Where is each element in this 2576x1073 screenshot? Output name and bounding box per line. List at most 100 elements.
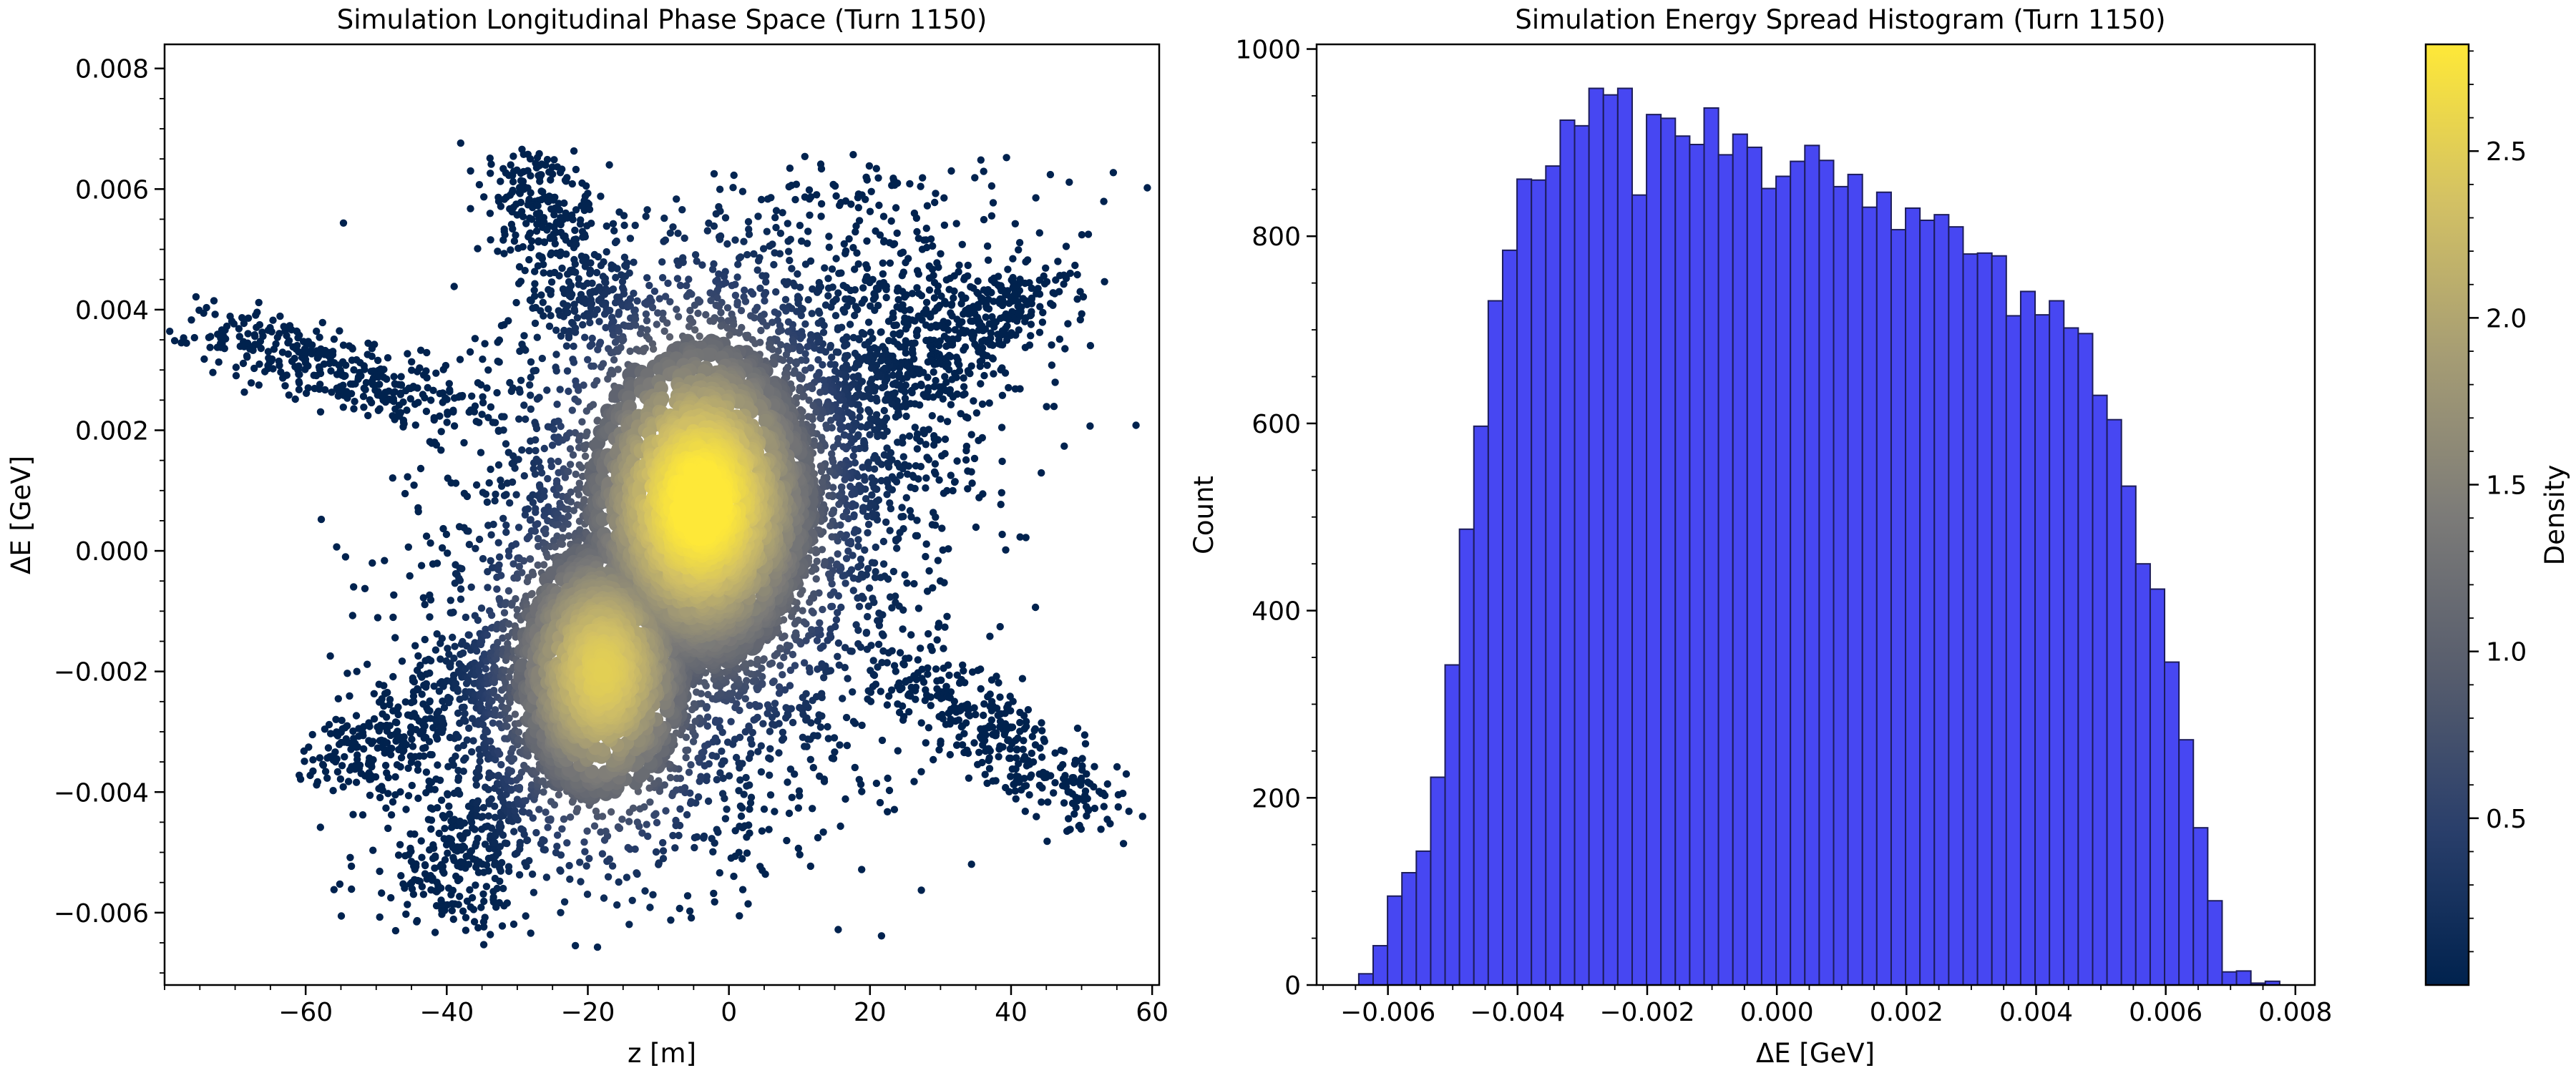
- scatter-point: [529, 571, 537, 579]
- scatter-point: [1113, 763, 1121, 771]
- scatter-point: [730, 171, 738, 180]
- scatter-point: [860, 439, 868, 447]
- scatter-point: [444, 645, 452, 652]
- scatter-point: [454, 709, 462, 717]
- scatter-point: [925, 274, 934, 282]
- scatter-point: [487, 160, 495, 168]
- scatter-point: [770, 260, 778, 269]
- scatter-point: [922, 474, 930, 482]
- scatter-point: [587, 259, 595, 267]
- scatter-point: [1005, 383, 1013, 392]
- scatter-point: [474, 616, 482, 624]
- scatter-point: [986, 632, 994, 640]
- scatter-point: [723, 805, 731, 813]
- scatter-point: [489, 719, 497, 727]
- scatter-point: [476, 751, 484, 759]
- scatter-point: [998, 530, 1006, 539]
- scatter-point: [710, 170, 718, 178]
- scatter-point: [985, 320, 994, 328]
- scatter-point: [997, 423, 1006, 431]
- scatter-point: [938, 452, 946, 460]
- scatter-point: [704, 797, 713, 805]
- scatter-point: [540, 788, 547, 796]
- scatter-point: [251, 333, 259, 340]
- scatter-point: [1038, 318, 1047, 326]
- scatter-point: [983, 361, 991, 369]
- scatter-point: [479, 554, 487, 563]
- scatter-point: [814, 319, 823, 327]
- scatter-point: [851, 763, 859, 772]
- scatter-point: [849, 587, 858, 594]
- scatter-point: [759, 245, 768, 253]
- scatter-point: [731, 291, 740, 300]
- scatter-point: [763, 322, 771, 330]
- scatter-point: [566, 461, 575, 469]
- scatter-point: [326, 730, 335, 738]
- scatter-point: [924, 358, 932, 366]
- scatter-point: [509, 152, 517, 160]
- scatter-point: [537, 291, 545, 299]
- scatter-point: [892, 667, 900, 675]
- scatter-point: [380, 366, 388, 373]
- scatter-point: [772, 288, 780, 296]
- scatter-point: [652, 810, 660, 818]
- scatter-point: [854, 260, 862, 268]
- scatter-point: [620, 290, 628, 298]
- scatter-point: [762, 278, 770, 286]
- scatter-point: [581, 452, 590, 460]
- scatter-point: [456, 356, 464, 363]
- scatter-point: [281, 382, 289, 390]
- scatter-point: [1068, 799, 1077, 808]
- scatter-point: [763, 195, 772, 203]
- scatter-point: [556, 386, 564, 393]
- scatter-point: [851, 459, 859, 467]
- scatter-point: [720, 273, 728, 280]
- scatter-point: [1064, 320, 1072, 328]
- scatter-point: [296, 379, 303, 387]
- scatter-point: [515, 263, 524, 271]
- scatter-point: [595, 318, 603, 325]
- scatter-point: [1114, 790, 1123, 799]
- scatter-point: [582, 299, 590, 308]
- scatter-point: [309, 767, 317, 775]
- scatter-point: [857, 555, 865, 563]
- scatter-point: [547, 250, 555, 259]
- scatter-point: [474, 797, 482, 805]
- scatter-point: [852, 621, 860, 629]
- scatter-point: [884, 318, 893, 325]
- scatter-point: [649, 891, 657, 899]
- scatter-point: [541, 846, 549, 854]
- scatter-point: [170, 337, 179, 345]
- scatter-point: [863, 264, 872, 273]
- scatter-point: [935, 383, 944, 391]
- scatter-point: [577, 464, 586, 471]
- scatter-point: [760, 655, 768, 663]
- scatter-point: [783, 836, 791, 845]
- scatter-point: [676, 281, 685, 290]
- scatter-point: [416, 661, 424, 670]
- scatter-point: [753, 655, 761, 664]
- scatter-point: [465, 541, 474, 549]
- scatter-point: [754, 748, 762, 755]
- scatter-point: [535, 458, 543, 466]
- scatter-point: [1016, 533, 1024, 541]
- scatter-point: [643, 300, 650, 308]
- scatter-point: [879, 237, 888, 246]
- scatter-point: [598, 850, 607, 858]
- scatter-point: [560, 199, 568, 207]
- scatter-point: [414, 766, 422, 774]
- scatter-point: [481, 340, 489, 348]
- scatter-point: [432, 902, 441, 910]
- scatter-point: [565, 333, 573, 342]
- scatter-point: [538, 354, 546, 363]
- scatter-point: [925, 286, 934, 294]
- scatter-point: [408, 366, 416, 374]
- scatter-point: [518, 569, 526, 577]
- scatter-point: [874, 432, 882, 441]
- scatter-point: [875, 201, 883, 210]
- scatter-point: [626, 302, 634, 310]
- scatter-point: [814, 833, 822, 842]
- scatter-point: [872, 227, 879, 235]
- scatter-point: [491, 418, 499, 426]
- scatter-point: [522, 912, 530, 920]
